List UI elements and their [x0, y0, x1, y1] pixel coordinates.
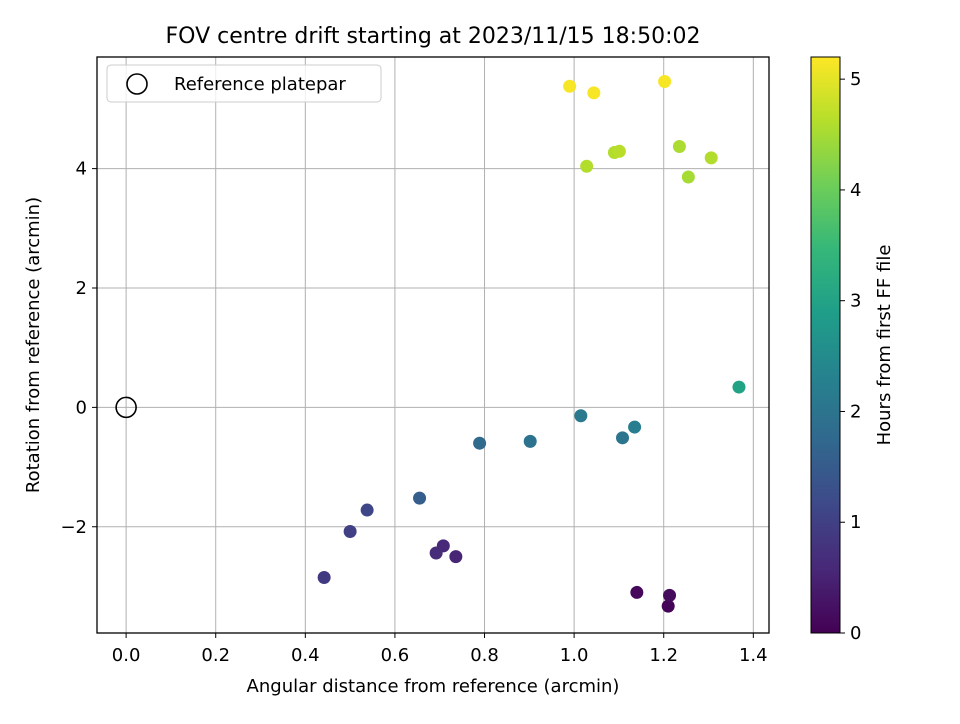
x-axis: 0.0 0.2 0.4 0.6 0.8 1.0 1.2 1.4 — [112, 633, 768, 666]
legend-box — [106, 64, 382, 103]
colorbar-tick-label: 5 — [850, 69, 861, 90]
reference-platepar-marker — [115, 396, 137, 419]
data-point — [732, 380, 746, 394]
data-point — [681, 170, 695, 184]
x-tick-label: 1.2 — [649, 645, 678, 666]
data-points — [115, 74, 746, 613]
data-point — [563, 79, 577, 93]
colorbar-tick-label: 3 — [850, 291, 861, 312]
y-axis: −2 0 2 4 — [60, 159, 97, 538]
data-point — [429, 546, 443, 560]
data-point — [523, 434, 537, 448]
data-point — [360, 503, 374, 517]
x-tick-label: 1.4 — [739, 645, 768, 666]
data-point — [630, 585, 644, 599]
plot-area-frame — [96, 56, 770, 634]
data-point — [672, 140, 686, 154]
y-axis-label: Rotation from reference (arcmin) — [23, 197, 44, 493]
x-tick-label: 0.8 — [470, 645, 499, 666]
y-tick-label: 0 — [76, 397, 87, 418]
colorbar: 0 1 2 3 4 5 Hours from first FF file — [810, 56, 895, 644]
data-point — [658, 74, 672, 88]
data-point — [704, 151, 718, 165]
data-point — [574, 409, 588, 423]
data-point — [449, 550, 463, 564]
y-tick-label: 4 — [76, 159, 87, 180]
x-tick-label: 0.6 — [381, 645, 410, 666]
data-point — [343, 525, 357, 539]
data-point — [473, 436, 487, 450]
legend-label-reference: Reference platepar — [174, 74, 346, 95]
colorbar-label: Hours from first FF file — [874, 245, 895, 446]
data-point — [580, 159, 594, 173]
x-tick-label: 0.0 — [112, 645, 141, 666]
x-axis-label: Angular distance from reference (arcmin) — [247, 676, 620, 697]
data-point — [587, 86, 601, 100]
y-tick-label: −2 — [60, 517, 87, 538]
colorbar-tick-label: 2 — [850, 401, 861, 422]
grid-lines — [97, 57, 769, 633]
colorbar-tick-label: 4 — [850, 180, 861, 201]
chart-title: FOV centre drift starting at 2023/11/15 … — [166, 24, 701, 49]
legend-marker-reference — [126, 73, 148, 95]
x-tick-label: 0.2 — [201, 645, 230, 666]
data-point — [317, 570, 331, 584]
data-point — [663, 588, 677, 602]
y-tick-label: 2 — [76, 278, 87, 299]
data-point — [616, 431, 630, 445]
data-point — [612, 144, 626, 158]
x-tick-label: 0.4 — [291, 645, 320, 666]
colorbar-tick-label: 0 — [850, 623, 861, 644]
colorbar-gradient — [810, 56, 841, 634]
data-point — [628, 420, 642, 434]
data-point — [661, 599, 675, 613]
x-tick-label: 1.0 — [560, 645, 589, 666]
data-point — [413, 491, 427, 505]
legend: Reference platepar — [106, 64, 382, 103]
colorbar-tick-label: 1 — [850, 512, 861, 533]
colorbar-ticks: 0 1 2 3 4 5 — [840, 69, 861, 644]
